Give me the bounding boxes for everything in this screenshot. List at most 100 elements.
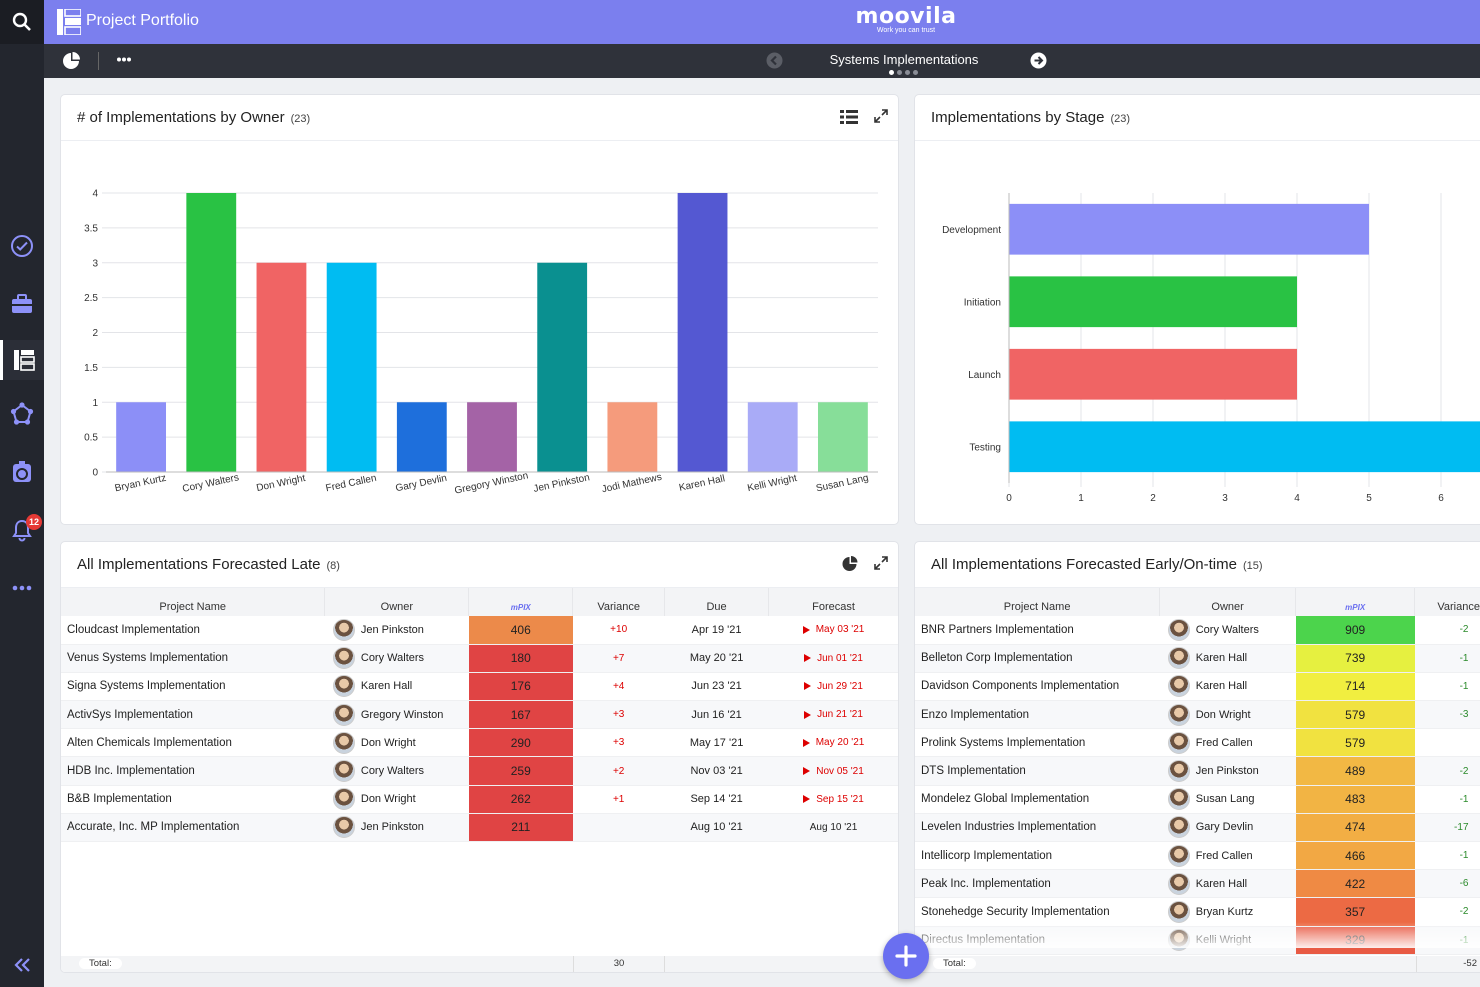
- project-name-cell[interactable]: DTS Implementation: [915, 756, 1160, 786]
- bar[interactable]: [607, 402, 658, 472]
- column-header[interactable]: Due: [664, 588, 770, 616]
- pie-chart-icon[interactable]: [62, 52, 80, 70]
- table-row[interactable]: Mondelez Global Implementation Susan Lang…: [915, 785, 1480, 814]
- project-name-cell[interactable]: B&B Implementation: [61, 785, 325, 814]
- owner-cell: Gary Devlin: [1159, 813, 1296, 843]
- project-name-cell[interactable]: Cloudcast Implementation: [61, 616, 325, 645]
- bar[interactable]: [817, 402, 868, 472]
- table-row[interactable]: Alten Chemicals Implementation Don Wright…: [61, 728, 898, 758]
- table-footer: Total: -52: [915, 956, 1480, 972]
- y-tick-label: 1.5: [84, 363, 98, 374]
- table-row[interactable]: HDB Inc. Implementation Cory Walters 259 +2…: [61, 756, 898, 786]
- bar[interactable]: [747, 402, 798, 472]
- table-row[interactable]: Cloudcast Implementation Jen Pinkston 406 +…: [61, 616, 898, 645]
- list-view-icon[interactable]: [840, 109, 858, 125]
- expand-icon[interactable]: [874, 109, 888, 123]
- nav-network[interactable]: [0, 394, 44, 434]
- project-name-cell[interactable]: Davidson Components Implementation: [915, 672, 1160, 702]
- column-header[interactable]: Owner: [1159, 588, 1296, 616]
- project-name-cell[interactable]: Prolink Systems Implementation: [915, 728, 1160, 758]
- table-row[interactable]: Signa Systems Implementation Karen Hall 17…: [61, 672, 898, 702]
- expand-icon[interactable]: [874, 556, 888, 570]
- project-name-cell[interactable]: Enzo Implementation: [915, 700, 1160, 730]
- mpix-value: 262: [510, 792, 531, 807]
- nav-projects[interactable]: [0, 284, 44, 324]
- table-row[interactable]: Prolink Systems Implementation Fred Calle…: [915, 728, 1480, 758]
- project-name-cell[interactable]: Belleton Corp Implementation: [915, 644, 1160, 673]
- bar[interactable]: [396, 402, 447, 472]
- project-name-cell[interactable]: HDB Inc. Implementation: [61, 756, 325, 786]
- table-row[interactable]: Belleton Corp Implementation Karen Hall 73…: [915, 644, 1480, 673]
- table-row[interactable]: Stonehedge Security Implementation Bryan …: [915, 897, 1480, 927]
- column-header[interactable]: Variance: [572, 588, 666, 616]
- add-button[interactable]: [883, 933, 929, 979]
- column-header-mpix[interactable]: mPIX: [1295, 588, 1416, 616]
- pie-chart-icon[interactable]: [842, 556, 858, 572]
- table-row[interactable]: Davidson Components Implementation Karen …: [915, 672, 1480, 702]
- column-header-mpix[interactable]: mPIX: [468, 588, 574, 616]
- column-header[interactable]: Variance: [1414, 588, 1480, 616]
- table-row[interactable]: Enzo Implementation Don Wright 579 -3: [915, 700, 1480, 730]
- owner-name: Don Wright: [1195, 708, 1251, 721]
- bar[interactable]: [256, 262, 307, 472]
- table-row[interactable]: Peak Inc. Implementation Karen Hall 422 -6: [915, 869, 1480, 899]
- project-name-cell[interactable]: Levelen Industries Implementation: [915, 813, 1160, 843]
- bar[interactable]: [186, 193, 237, 472]
- collapse-rail-button[interactable]: [0, 945, 44, 985]
- project-name-cell[interactable]: Stonehedge Security Implementation: [915, 897, 1160, 927]
- project-name-cell[interactable]: Peak Inc. Implementation: [915, 869, 1160, 899]
- bar[interactable]: [677, 193, 728, 472]
- bar[interactable]: [1009, 348, 1297, 400]
- nav-notifications[interactable]: 12: [0, 510, 44, 550]
- bar[interactable]: [116, 402, 167, 472]
- bar[interactable]: [537, 262, 588, 472]
- table-row[interactable]: Levelen Industries Implementation Gary De…: [915, 813, 1480, 843]
- more-options-icon[interactable]: [117, 57, 131, 62]
- table-row[interactable]: ActivSys Implementation Gregory Winston 16…: [61, 700, 898, 730]
- table-row[interactable]: Intellicorp Implementation Fred Callen 466…: [915, 841, 1480, 871]
- column-header[interactable]: Forecast: [768, 588, 898, 616]
- panel-title-text: # of Implementations by Owner: [77, 109, 285, 126]
- bar[interactable]: [1009, 421, 1480, 473]
- project-name-cell[interactable]: Alten Chemicals Implementation: [61, 728, 325, 758]
- owner-cell: Fred Callen: [1159, 841, 1296, 871]
- project-name: Enzo Implementation: [921, 708, 1030, 721]
- project-name-cell[interactable]: Venus Systems Implementation: [61, 644, 325, 673]
- bar[interactable]: [1009, 276, 1297, 328]
- column-header[interactable]: Owner: [324, 588, 470, 616]
- nav-portfolio[interactable]: [0, 340, 44, 380]
- table-row[interactable]: Venus Systems Implementation Cory Walters…: [61, 644, 898, 673]
- x-tick-label: Gary Devlin: [395, 473, 448, 495]
- owner-cell: Jen Pinkston: [324, 813, 469, 843]
- search-button[interactable]: [0, 0, 44, 44]
- project-name-cell[interactable]: Intellicorp Implementation: [915, 841, 1160, 871]
- nav-timesheet[interactable]: [0, 452, 44, 492]
- nav-tasks[interactable]: [0, 226, 44, 266]
- x-tick-label: Karen Hall: [678, 473, 726, 493]
- bar[interactable]: [467, 402, 517, 472]
- column-header[interactable]: Project Name: [915, 588, 1161, 616]
- project-name-cell[interactable]: Accurate, Inc. MP Implementation: [61, 813, 325, 843]
- next-dashboard-icon[interactable]: [1030, 52, 1047, 69]
- table-row[interactable]: Directus Implementation Kelli Wright 329 -1: [915, 926, 1480, 955]
- table-row[interactable]: Accurate, Inc. MP Implementation Jen Pink…: [61, 813, 898, 843]
- forecast-cell: Sep 15 '21: [768, 785, 898, 814]
- table-row[interactable]: BNR Partners Implementation Cory Walters 9…: [915, 616, 1480, 645]
- project-name-cell[interactable]: BNR Partners Implementation: [915, 616, 1160, 645]
- table-row[interactable]: B&B Implementation Don Wright 262 +1 Sep 14 …: [61, 785, 898, 814]
- project-name-cell[interactable]: Signa Systems Implementation: [61, 672, 325, 702]
- project-name: Cloudcast Implementation: [67, 623, 200, 636]
- prev-dashboard-icon[interactable]: [766, 52, 783, 69]
- mpix-value: 714: [1345, 679, 1366, 694]
- project-name-cell[interactable]: Directus Implementation: [915, 926, 1160, 955]
- project-name-cell[interactable]: Mondelez Global Implementation: [915, 785, 1160, 814]
- column-header[interactable]: Project Name: [61, 588, 326, 616]
- project-name-cell[interactable]: ActivSys Implementation: [61, 700, 325, 730]
- nav-more[interactable]: [0, 568, 44, 608]
- variance-cell: -2: [1414, 756, 1480, 786]
- table-row[interactable]: DTS Implementation Jen Pinkston 489 -2: [915, 756, 1480, 786]
- x-tick-label: 1: [1078, 493, 1084, 504]
- bar[interactable]: [326, 262, 377, 472]
- project-name: Alten Chemicals Implementation: [67, 736, 232, 749]
- bar[interactable]: [1009, 203, 1369, 255]
